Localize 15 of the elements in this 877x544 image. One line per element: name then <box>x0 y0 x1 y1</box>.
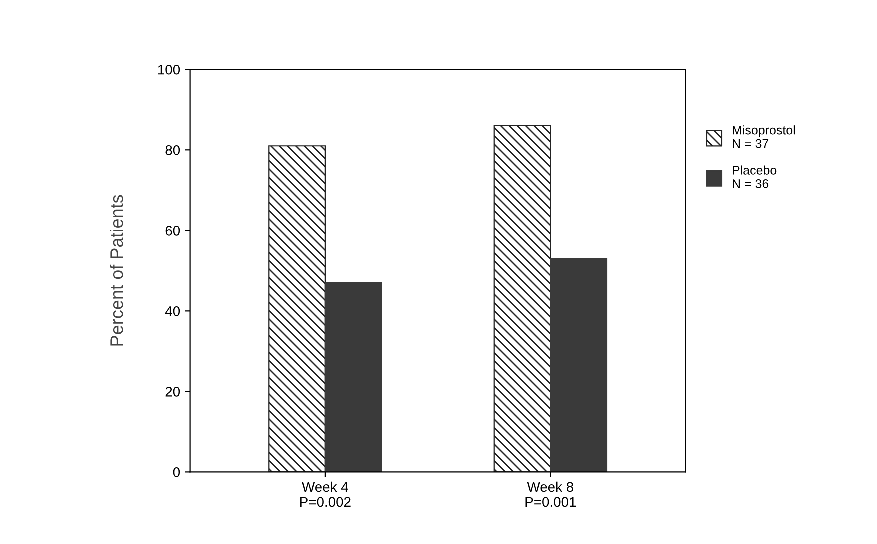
bar <box>494 125 552 472</box>
bar <box>324 282 382 472</box>
x-tick-label: Week 8 P=0.001 <box>526 482 576 508</box>
y-tick-label: 0 <box>173 468 180 478</box>
y-tick-label: 100 <box>158 64 180 75</box>
legend-label: Misoprostol N = 37 <box>733 126 796 148</box>
y-tick-label: 60 <box>166 226 180 236</box>
bar <box>550 258 608 472</box>
x-tick-label: Week 4 P=0.002 <box>300 482 351 508</box>
bar <box>268 146 326 472</box>
y-tick-label: 40 <box>165 306 180 316</box>
y-tick-label: 80 <box>166 145 180 156</box>
y-tick-label: 20 <box>166 387 180 397</box>
legend-label: Placebo N = 36 <box>733 166 777 188</box>
y-axis-title: Percent of Patients <box>110 195 124 346</box>
